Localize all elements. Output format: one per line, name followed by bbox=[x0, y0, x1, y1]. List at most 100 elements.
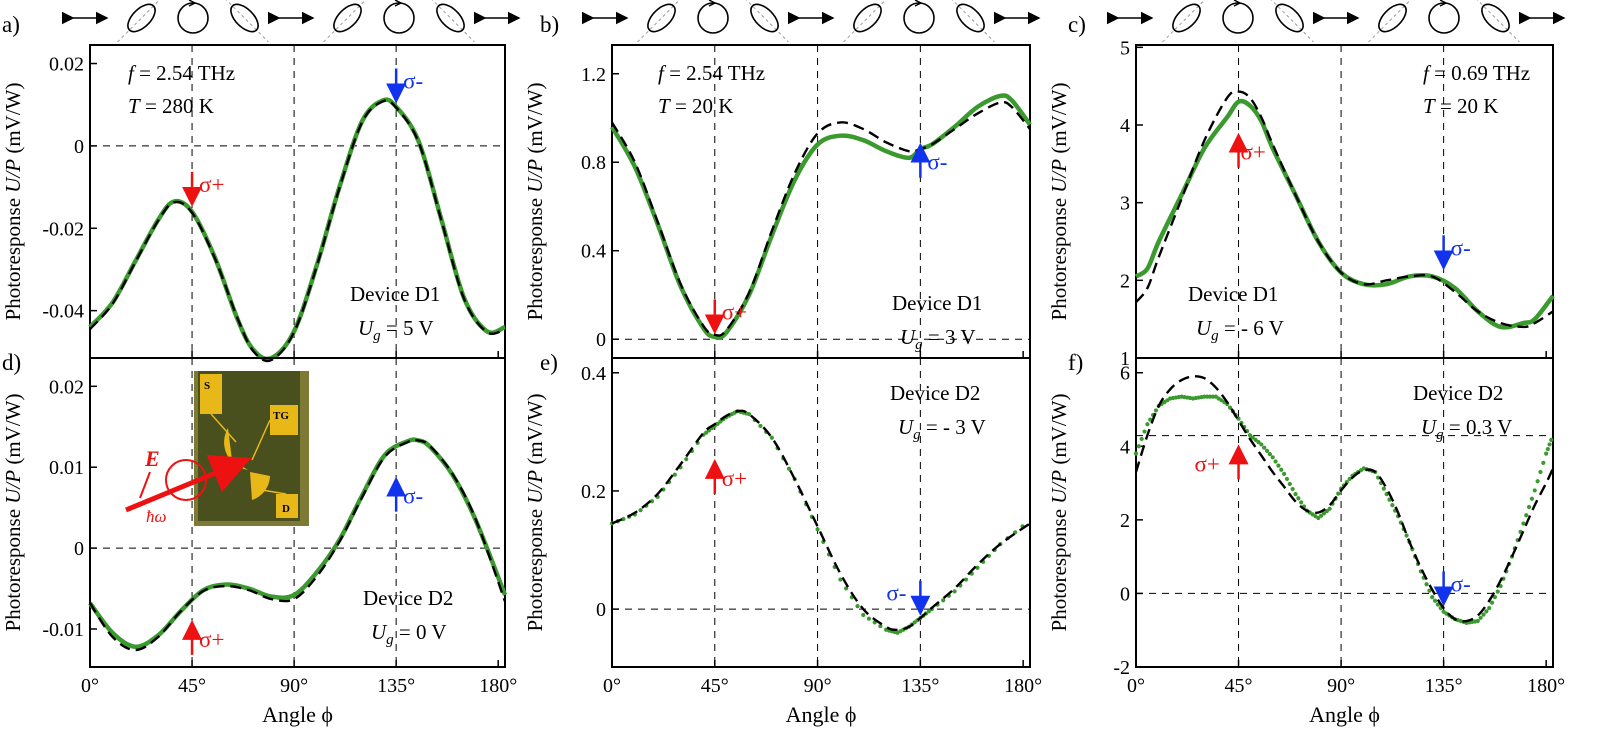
circle-outline bbox=[697, 2, 729, 34]
data-point bbox=[1319, 513, 1324, 518]
data-point bbox=[1276, 463, 1281, 468]
y-tick-label: 0 bbox=[74, 538, 84, 560]
data-point bbox=[638, 508, 643, 513]
incident-beam bbox=[125, 454, 252, 513]
data-point bbox=[1133, 451, 1139, 456]
panel-label: a) bbox=[2, 12, 20, 37]
y-tick-label: -2 bbox=[1113, 657, 1130, 679]
data-point bbox=[1264, 448, 1270, 453]
ellipse-outline bbox=[436, 3, 465, 33]
circle-outline bbox=[903, 2, 935, 34]
x-axis-label: Angle ϕ bbox=[786, 702, 857, 727]
gate-voltage: Ug = - 3 V bbox=[898, 415, 986, 443]
data-point bbox=[746, 412, 752, 417]
data-point bbox=[1544, 451, 1549, 456]
data-point bbox=[672, 472, 677, 477]
data-point bbox=[912, 620, 917, 625]
x-tick-label: 135° bbox=[1425, 675, 1463, 697]
data-point bbox=[1489, 600, 1495, 605]
tilted-ellipse-cw-icon bbox=[1162, 0, 1206, 43]
y-tick-label: 0.01 bbox=[49, 457, 84, 479]
lead-tg bbox=[251, 419, 271, 461]
rotation-tip bbox=[394, 0, 403, 7]
circle-outline bbox=[177, 2, 209, 34]
y-tick-label: 3 bbox=[1120, 193, 1130, 215]
y-tick-label: 0 bbox=[74, 136, 84, 158]
data-point bbox=[1250, 435, 1255, 440]
data-point bbox=[1492, 595, 1497, 600]
x-tick-label: 0° bbox=[81, 675, 99, 697]
data-point bbox=[1487, 606, 1492, 611]
data-point bbox=[1535, 479, 1540, 484]
data-point bbox=[758, 423, 763, 429]
gate-voltage: Ug = 0 V bbox=[371, 620, 447, 648]
gate-voltage: Ug = 0.3 V bbox=[1421, 415, 1512, 443]
axis-line bbox=[637, 0, 681, 43]
panel-f: 6 4 2 0 -20° 45° 90° 135° 180° Angle ϕ Photorespon… bbox=[1047, 350, 1565, 727]
panels-group: 0.02 0 -0.02 -0.04 Photoresponse U/P (mV/W) a… bbox=[1, 12, 1565, 727]
y-tick-label: 1.2 bbox=[581, 64, 606, 86]
data-point bbox=[861, 612, 866, 618]
ellipse-outline bbox=[230, 3, 259, 33]
tilted-ellipse-ccw-icon bbox=[225, 0, 269, 43]
circle-rotation-icon bbox=[177, 0, 209, 34]
circle-rotation-icon bbox=[697, 0, 729, 34]
rotation-tip bbox=[1233, 0, 1242, 7]
x-tick-label: 45° bbox=[701, 675, 729, 697]
x-axis-label: Angle ϕ bbox=[262, 702, 333, 727]
data-point bbox=[1296, 496, 1301, 501]
y-tick-label: 6 bbox=[1120, 363, 1130, 385]
data-point bbox=[1424, 582, 1429, 587]
annotation-line: f = 2.54 THz bbox=[658, 61, 765, 85]
axis-line bbox=[745, 0, 789, 43]
panel-b: 1.2 0.8 0.4 0 Photoresponse U/P (mV/W) b) σ+ σ-… bbox=[523, 12, 1032, 359]
data-point bbox=[1324, 509, 1329, 514]
gate-voltage: Ug = - 6 V bbox=[1196, 316, 1284, 344]
annotation-line: T = 20 K bbox=[658, 94, 733, 118]
y-tick-label: 0.4 bbox=[581, 241, 606, 263]
y-axis-label: Photoresponse U/P (mV/W) bbox=[1, 394, 25, 632]
tilted-ellipse-cw-icon bbox=[843, 0, 887, 43]
circle-rotation-icon bbox=[1428, 0, 1460, 34]
x-tick-label: 0° bbox=[1127, 675, 1145, 697]
data-point bbox=[1427, 588, 1432, 593]
fit-curve bbox=[1134, 375, 1555, 623]
ellipse-outline bbox=[1481, 3, 1510, 33]
x-tick-label: 90° bbox=[1327, 675, 1355, 697]
data-point bbox=[1142, 429, 1147, 434]
ellipse-outline bbox=[647, 3, 676, 33]
y-tick-label: 4 bbox=[1120, 436, 1130, 458]
data-point bbox=[1136, 444, 1141, 449]
axis-line bbox=[951, 0, 995, 43]
ellipse-outline bbox=[1172, 3, 1201, 33]
rotation-tip bbox=[1439, 0, 1448, 7]
ellipse-outline bbox=[750, 3, 779, 33]
data-point bbox=[941, 598, 946, 603]
data-point bbox=[1547, 442, 1552, 447]
x-tick-label: 90° bbox=[804, 675, 832, 697]
data-point bbox=[975, 565, 980, 570]
annotation-line: T = 280 K bbox=[128, 94, 214, 118]
data-point bbox=[952, 589, 957, 594]
lead-d bbox=[261, 489, 287, 495]
sigma-label: σ+ bbox=[1241, 140, 1266, 165]
rotation-tip bbox=[914, 0, 923, 7]
plot-frame bbox=[89, 357, 506, 668]
pad-label-d: D bbox=[282, 503, 290, 515]
data-point bbox=[1284, 476, 1290, 482]
y-tick-label: 1 bbox=[1120, 348, 1130, 370]
annotation-line: f = 0.69 THz bbox=[1423, 61, 1530, 85]
sigma-label: σ- bbox=[1451, 235, 1471, 260]
x-tick-label: 180° bbox=[479, 675, 517, 697]
y-tick-label: 0 bbox=[596, 599, 606, 621]
data-point bbox=[1538, 469, 1543, 475]
data-point bbox=[1541, 460, 1546, 465]
panel-label: c) bbox=[1068, 12, 1086, 37]
pad-label-tg: TG bbox=[273, 410, 289, 422]
rotation-tip bbox=[708, 0, 717, 7]
data-point bbox=[1279, 467, 1284, 472]
data-point bbox=[1381, 486, 1386, 491]
sigma-label: σ- bbox=[403, 68, 423, 93]
axis-line bbox=[843, 0, 887, 43]
y-tick-label: 0 bbox=[1120, 583, 1130, 605]
